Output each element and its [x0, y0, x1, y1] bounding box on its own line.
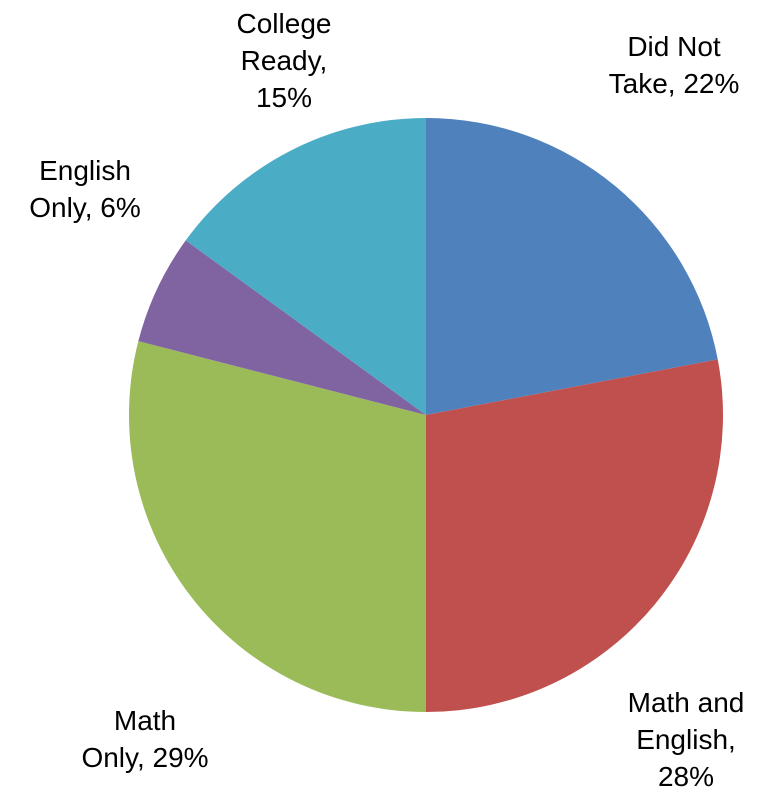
data-label-line: Only, 29% [81, 742, 208, 773]
data-label-math-and-english: Math and English, 28% [628, 687, 745, 792]
data-label-college-ready: College Ready, 15% [237, 8, 332, 113]
data-label-line: Ready, [241, 45, 328, 76]
data-label-line: Math [114, 705, 176, 736]
data-label-math-only: Math Only, 29% [81, 705, 208, 773]
pie-slice-math-and-english [426, 359, 724, 712]
data-label-line: College [237, 8, 332, 39]
data-label-line: English [39, 155, 131, 186]
data-label-line: Only, 6% [29, 192, 141, 223]
data-label-line: Math and [628, 687, 745, 718]
pie-slice-english-only [138, 240, 426, 415]
data-label-line: English, [636, 724, 736, 755]
pie-data-labels: Did Not Take, 22% Math and English, 28% Math O… [29, 8, 744, 792]
data-label-english-only: English Only, 6% [29, 155, 141, 223]
data-label-line: 28% [658, 761, 714, 792]
pie-slice-math-only [128, 341, 426, 712]
data-label-line: 15% [256, 82, 312, 113]
pie-slice-college-ready [185, 118, 426, 415]
data-label-line: Did Not [627, 31, 721, 62]
pie-slice-did-not-take [426, 118, 718, 415]
data-label-line: Take, 22% [609, 68, 740, 99]
pie-slices [128, 118, 724, 712]
data-label-did-not-take: Did Not Take, 22% [609, 31, 740, 99]
